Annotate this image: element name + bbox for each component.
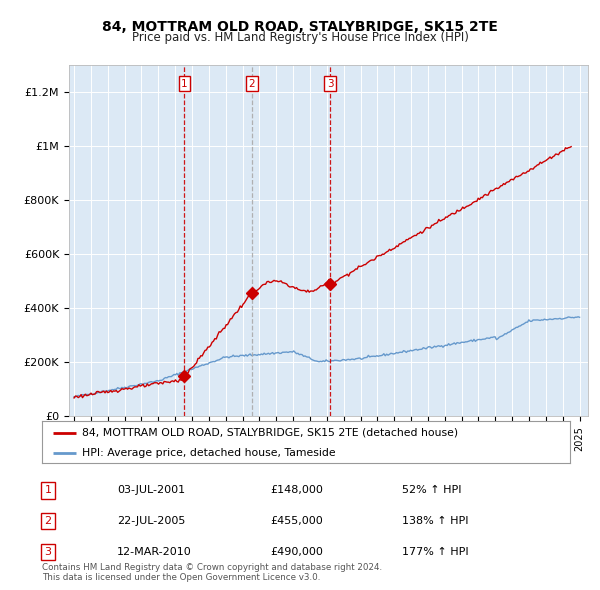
Text: 84, MOTTRAM OLD ROAD, STALYBRIDGE, SK15 2TE (detached house): 84, MOTTRAM OLD ROAD, STALYBRIDGE, SK15 …	[82, 428, 458, 438]
Text: 177% ↑ HPI: 177% ↑ HPI	[402, 547, 469, 557]
Text: £148,000: £148,000	[270, 486, 323, 496]
Text: 1: 1	[44, 486, 52, 496]
Text: This data is licensed under the Open Government Licence v3.0.: This data is licensed under the Open Gov…	[42, 572, 320, 582]
Text: 138% ↑ HPI: 138% ↑ HPI	[402, 516, 469, 526]
Text: 1: 1	[181, 79, 188, 89]
Text: HPI: Average price, detached house, Tameside: HPI: Average price, detached house, Tame…	[82, 448, 335, 457]
Text: Contains HM Land Registry data © Crown copyright and database right 2024.: Contains HM Land Registry data © Crown c…	[42, 563, 382, 572]
Text: 3: 3	[44, 547, 52, 557]
Text: 84, MOTTRAM OLD ROAD, STALYBRIDGE, SK15 2TE: 84, MOTTRAM OLD ROAD, STALYBRIDGE, SK15 …	[102, 19, 498, 34]
Text: 2: 2	[248, 79, 255, 89]
Text: 2: 2	[44, 516, 52, 526]
Text: 03-JUL-2001: 03-JUL-2001	[117, 486, 185, 496]
Text: £455,000: £455,000	[270, 516, 323, 526]
Text: 52% ↑ HPI: 52% ↑ HPI	[402, 486, 461, 496]
Text: £490,000: £490,000	[270, 547, 323, 557]
Text: 22-JUL-2005: 22-JUL-2005	[117, 516, 185, 526]
Text: 12-MAR-2010: 12-MAR-2010	[117, 547, 192, 557]
Text: Price paid vs. HM Land Registry's House Price Index (HPI): Price paid vs. HM Land Registry's House …	[131, 31, 469, 44]
Text: 3: 3	[327, 79, 334, 89]
